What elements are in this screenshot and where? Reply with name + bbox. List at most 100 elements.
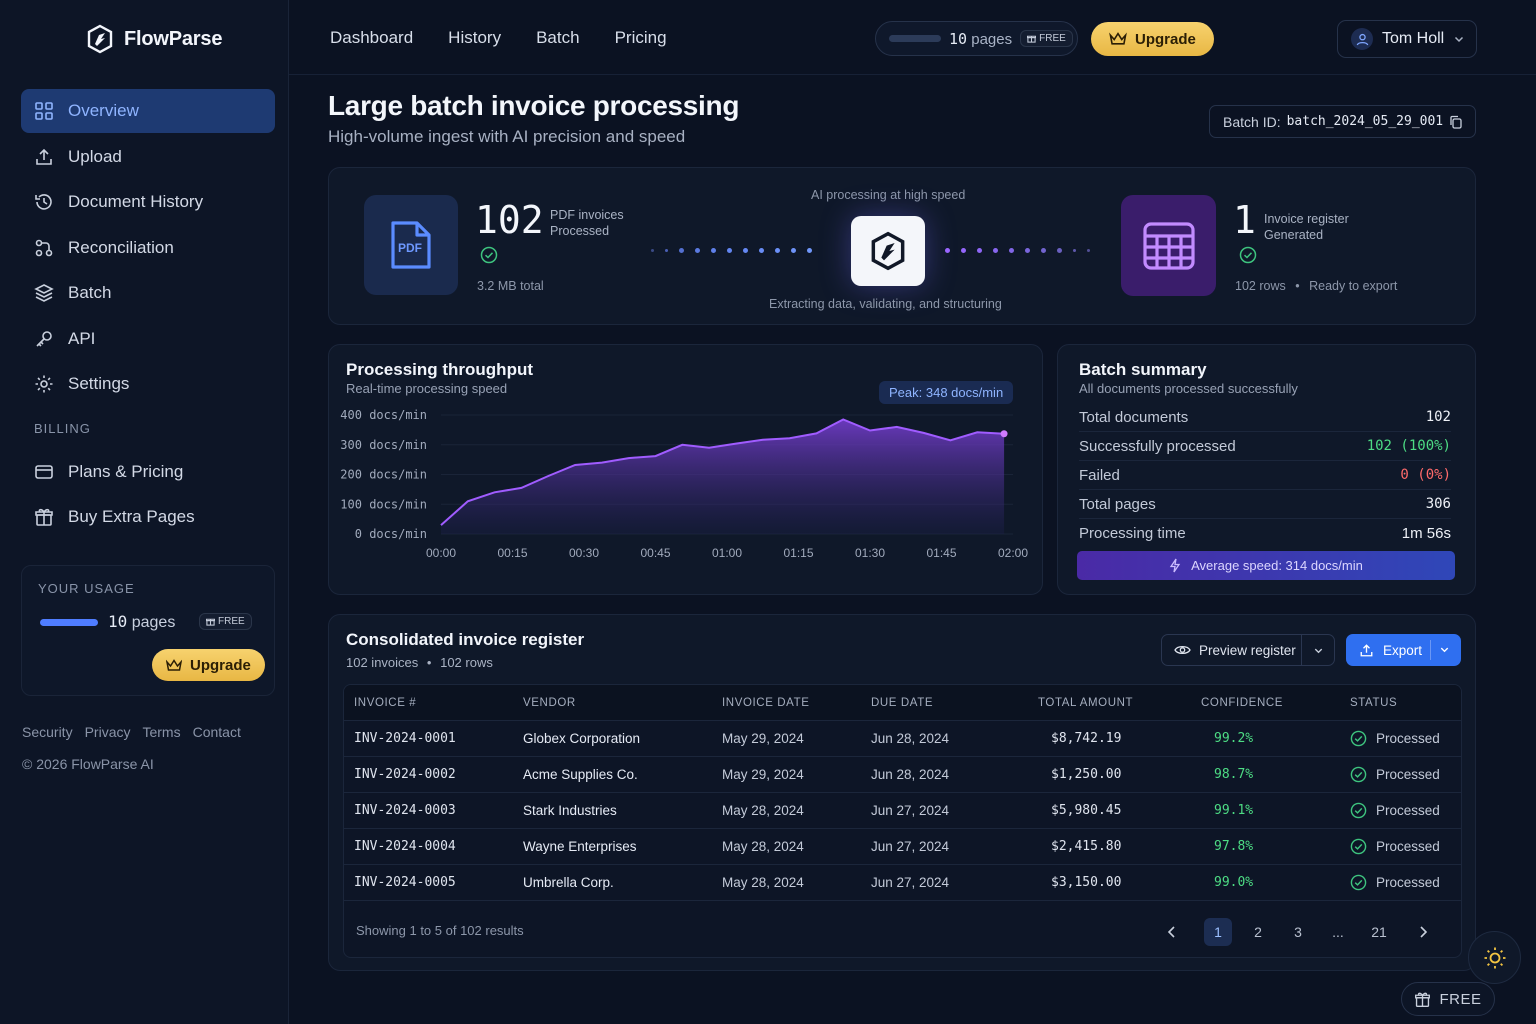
- user-menu[interactable]: Tom Holl: [1337, 20, 1477, 58]
- batch-summary-card: Batch summary All documents processed su…: [1057, 344, 1476, 595]
- average-speed-banner: Average speed: 314 docs/min: [1077, 551, 1455, 580]
- invoice-date-cell: May 28, 2024: [722, 875, 804, 890]
- check-circle-icon: [1239, 246, 1257, 264]
- table-row[interactable]: INV-2024-0002 Acme Supplies Co. May 29, 20…: [344, 757, 1461, 793]
- data-point: [681, 443, 684, 446]
- sidebar-item-label: API: [68, 328, 96, 348]
- page-1-button[interactable]: 1: [1204, 918, 1232, 946]
- vendor-cell: Umbrella Corp.: [523, 875, 614, 890]
- top-nav-dashboard[interactable]: Dashboard: [330, 28, 414, 47]
- pages-remaining-pill[interactable]: 10 pages FREE: [875, 21, 1078, 56]
- preview-register-button[interactable]: Preview register: [1161, 634, 1335, 666]
- batch-id-box[interactable]: Batch ID: batch_2024_05_29_001: [1209, 105, 1476, 138]
- sidebar-item-overview[interactable]: Overview: [21, 89, 275, 133]
- col-status[interactable]: STATUS: [1350, 696, 1398, 709]
- pages-unit: pages: [971, 30, 1013, 48]
- top-nav-batch[interactable]: Batch: [536, 28, 580, 47]
- check-circle-icon: [1350, 874, 1367, 891]
- status-cell: Processed: [1350, 766, 1440, 783]
- sidebar-item-plans-pricing[interactable]: Plans & Pricing: [21, 450, 275, 494]
- sidebar-item-label: Reconciliation: [68, 237, 174, 257]
- data-point: [520, 486, 523, 489]
- gift-icon: [206, 618, 215, 626]
- summary-row-total-pages: Total pages 306: [1079, 490, 1451, 519]
- flowparse-logo-icon: [871, 231, 905, 271]
- chevron-down-icon[interactable]: [1313, 645, 1324, 656]
- chevron-down-icon[interactable]: [1439, 644, 1450, 655]
- sidebar-item-document-history[interactable]: Document History: [21, 180, 275, 224]
- table-row[interactable]: INV-2024-0001 Globex Corporation May 29, 2…: [344, 721, 1461, 757]
- data-point: [493, 491, 496, 494]
- summary-label: Failed: [1079, 466, 1120, 484]
- output-rows-count: 102 rows: [1235, 279, 1286, 293]
- average-speed-label: Average speed: 314 docs/min: [1191, 558, 1363, 573]
- due-date-cell: Jun 28, 2024: [871, 767, 950, 782]
- copy-icon[interactable]: [1449, 115, 1463, 129]
- chevron-down-icon: [1455, 36, 1464, 43]
- sidebar-item-settings[interactable]: Settings: [21, 362, 275, 406]
- input-count: 102: [475, 198, 544, 242]
- y-tick-label: 300 docs/min: [340, 438, 427, 452]
- table-header: INVOICE # VENDOR INVOICE DATE DUE DATE T…: [344, 685, 1461, 721]
- chevron-left-icon[interactable]: [1165, 925, 1179, 939]
- pages-progress-bar: [889, 35, 941, 42]
- data-point: [949, 439, 952, 442]
- col-total-amount[interactable]: TOTAL AMOUNT: [1038, 696, 1134, 709]
- status-cell: Processed: [1350, 802, 1440, 819]
- data-point: [440, 524, 443, 527]
- plan-floating-badge[interactable]: FREE: [1401, 982, 1495, 1016]
- top-nav-pricing[interactable]: Pricing: [614, 28, 667, 47]
- invoice-date-cell: May 28, 2024: [722, 803, 804, 818]
- pages-remaining: 10 pages: [949, 30, 1012, 48]
- results-count: Showing 1 to 5 of 102 results: [356, 923, 524, 938]
- usage-pages-unit: pages: [131, 614, 176, 631]
- app-logo[interactable]: FlowParse: [86, 24, 222, 54]
- sidebar-item-reconciliation[interactable]: Reconciliation: [21, 226, 275, 270]
- key-icon: [36, 330, 52, 347]
- page-21-button[interactable]: 21: [1371, 924, 1387, 940]
- col-invoice-number[interactable]: INVOICE #: [354, 696, 417, 709]
- col-confidence[interactable]: CONFIDENCE: [1201, 696, 1284, 709]
- y-tick-label: 400 docs/min: [340, 408, 427, 422]
- processing-pipeline: PDF 102 PDF invoices Processed 3.2 MB to…: [328, 167, 1476, 325]
- total-amount-cell: $2,415.80: [1051, 839, 1122, 854]
- table-row[interactable]: INV-2024-0005 Umbrella Corp. May 28, 2024 J…: [344, 865, 1461, 901]
- col-due-date[interactable]: DUE DATE: [871, 696, 934, 709]
- col-invoice-date[interactable]: INVOICE DATE: [722, 696, 810, 709]
- theme-toggle-button[interactable]: [1468, 931, 1521, 984]
- confidence-cell: 99.2%: [1214, 731, 1254, 746]
- status-cell: Processed: [1350, 874, 1440, 891]
- sidebar-upgrade-button[interactable]: Upgrade: [152, 649, 265, 681]
- sidebar-item-upload[interactable]: Upload: [21, 135, 275, 179]
- throughput-chart: 400 docs/min 300 docs/min 200 docs/min 100 …: [340, 408, 1028, 560]
- footer-link-security[interactable]: Security: [22, 724, 73, 740]
- table-row[interactable]: INV-2024-0003 Stark Industries May 28, 202…: [344, 793, 1461, 829]
- chart-subtitle: Real-time processing speed: [346, 381, 508, 396]
- preview-register-label: Preview register: [1199, 642, 1296, 658]
- sidebar-item-label: Buy Extra Pages: [68, 507, 195, 526]
- status-label: Processed: [1376, 803, 1440, 818]
- data-point: [976, 431, 979, 434]
- crown-icon: [1109, 32, 1127, 45]
- app-name: FlowParse: [124, 27, 223, 50]
- footer-link-contact[interactable]: Contact: [192, 724, 241, 740]
- chevron-right-icon[interactable]: [1416, 925, 1430, 939]
- upload-icon: [36, 148, 52, 165]
- page-3-button[interactable]: 3: [1294, 924, 1302, 940]
- sidebar-item-batch[interactable]: Batch: [21, 271, 275, 315]
- footer-link-privacy[interactable]: Privacy: [84, 724, 131, 740]
- export-button[interactable]: Export: [1346, 634, 1461, 666]
- gift-icon: [1027, 35, 1037, 43]
- page-2-button[interactable]: 2: [1254, 924, 1262, 940]
- footer-link-terms[interactable]: Terms: [142, 724, 181, 740]
- sidebar-item-buy-extra-pages[interactable]: Buy Extra Pages: [21, 495, 275, 539]
- sidebar-item-api[interactable]: API: [21, 317, 275, 361]
- top-nav-history[interactable]: History: [448, 28, 502, 47]
- ai-processing-label: AI processing at high speed: [811, 188, 966, 202]
- page-ellipsis: ...: [1332, 924, 1344, 940]
- summary-row-total-documents: Total documents 102: [1079, 403, 1451, 432]
- col-vendor[interactable]: VENDOR: [523, 696, 576, 709]
- top-upgrade-button[interactable]: Upgrade: [1091, 22, 1214, 56]
- table-row[interactable]: INV-2024-0004 Wayne Enterprises May 28, 20…: [344, 829, 1461, 865]
- data-point: [761, 438, 764, 441]
